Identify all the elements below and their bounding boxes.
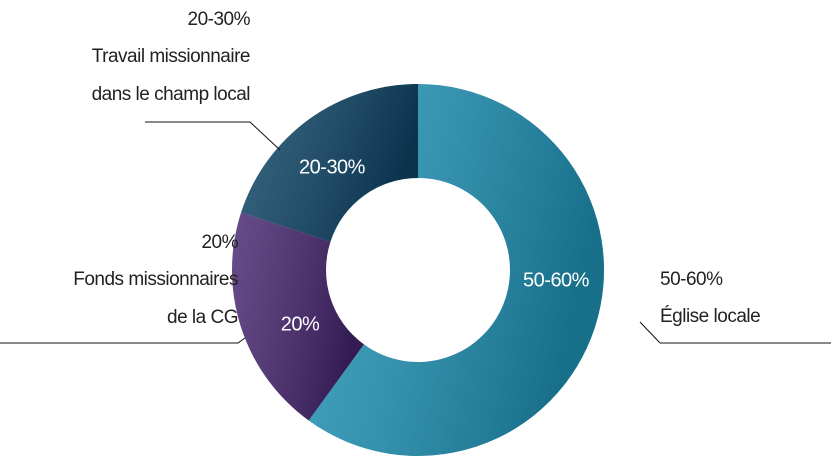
slice-shade xyxy=(231,212,364,421)
slice-label: 50-60% xyxy=(523,269,590,291)
outer-value-label: 50-60% xyxy=(660,269,723,290)
leader-line xyxy=(0,337,246,344)
slice-label: 20-30% xyxy=(299,156,366,178)
slice-shade xyxy=(241,84,418,242)
category-label: Fonds missionnaires xyxy=(73,269,238,290)
slice-shade xyxy=(308,84,604,456)
outer-value-label: 20% xyxy=(201,232,238,253)
outer-value-label: 20-30% xyxy=(188,9,251,30)
donut xyxy=(231,84,604,456)
slice-label: 20% xyxy=(281,313,320,335)
leader-line xyxy=(145,121,281,151)
leader-line xyxy=(639,321,661,344)
category-label: dans le champ local xyxy=(92,84,250,105)
category-label: de la CG xyxy=(167,307,238,328)
category-label: Travail missionnaire xyxy=(92,46,250,67)
category-label: Église locale xyxy=(660,306,760,327)
